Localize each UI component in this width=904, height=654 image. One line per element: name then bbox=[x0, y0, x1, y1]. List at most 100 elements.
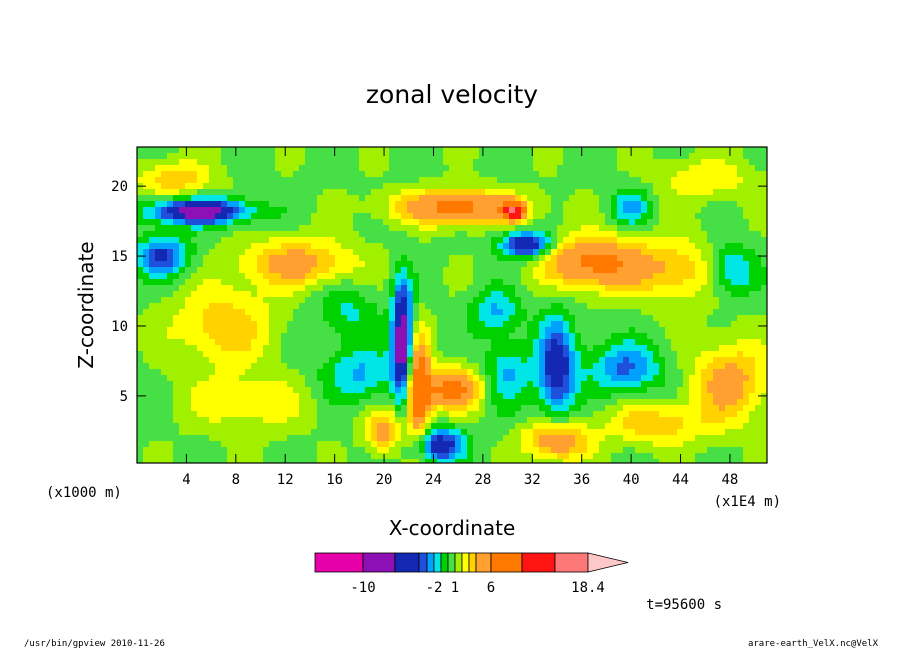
field-cell bbox=[605, 333, 612, 340]
field-cell bbox=[437, 261, 444, 268]
field-cell bbox=[515, 165, 522, 172]
field-cell bbox=[575, 423, 582, 430]
field-cell bbox=[167, 369, 174, 376]
field-cell bbox=[521, 237, 528, 244]
field-cell bbox=[257, 387, 264, 394]
field-cell bbox=[497, 351, 504, 358]
field-cell bbox=[233, 429, 240, 436]
field-cell bbox=[461, 303, 468, 310]
field-cell bbox=[383, 279, 390, 286]
field-cell bbox=[539, 339, 546, 346]
field-cell bbox=[503, 321, 510, 328]
field-cell bbox=[593, 189, 600, 196]
field-cell bbox=[293, 339, 300, 346]
field-cell bbox=[317, 219, 324, 226]
field-cell bbox=[605, 183, 612, 190]
field-cell bbox=[521, 291, 528, 298]
field-cell bbox=[713, 237, 720, 244]
field-cell bbox=[401, 351, 408, 358]
field-cell bbox=[401, 387, 408, 394]
field-cell bbox=[695, 153, 702, 160]
field-cell bbox=[137, 369, 144, 376]
field-cell bbox=[647, 309, 654, 316]
field-cell bbox=[371, 207, 378, 214]
field-cell bbox=[221, 261, 228, 268]
field-cell bbox=[587, 255, 594, 262]
field-cell bbox=[149, 153, 156, 160]
field-cell bbox=[281, 153, 288, 160]
field-cell bbox=[443, 189, 450, 196]
field-cell bbox=[533, 273, 540, 280]
field-cell bbox=[689, 243, 696, 250]
field-cell bbox=[227, 237, 234, 244]
field-cell bbox=[383, 249, 390, 256]
field-cell bbox=[269, 327, 276, 334]
field-cell bbox=[533, 207, 540, 214]
field-cell bbox=[503, 177, 510, 184]
field-cell bbox=[611, 165, 618, 172]
field-cell bbox=[371, 165, 378, 172]
field-cell bbox=[353, 309, 360, 316]
field-cell bbox=[347, 171, 354, 178]
field-cell bbox=[539, 159, 546, 166]
field-cell bbox=[617, 411, 624, 418]
field-cell bbox=[617, 399, 624, 406]
field-cell bbox=[599, 201, 606, 208]
field-cell bbox=[371, 201, 378, 208]
field-cell bbox=[377, 147, 384, 154]
field-cell bbox=[731, 345, 738, 352]
field-cell bbox=[491, 309, 498, 316]
field-cell bbox=[365, 285, 372, 292]
field-cell bbox=[755, 159, 762, 166]
field-cell bbox=[377, 399, 384, 406]
field-cell bbox=[695, 255, 702, 262]
field-cell bbox=[593, 165, 600, 172]
field-cell bbox=[281, 237, 288, 244]
field-cell bbox=[293, 177, 300, 184]
field-cell bbox=[671, 291, 678, 298]
field-cell bbox=[545, 249, 552, 256]
field-cell bbox=[497, 195, 504, 202]
field-cell bbox=[371, 345, 378, 352]
field-cell bbox=[647, 213, 654, 220]
field-cell bbox=[215, 381, 222, 388]
field-cell bbox=[521, 339, 528, 346]
field-cell bbox=[347, 213, 354, 220]
field-cell bbox=[287, 405, 294, 412]
field-cell bbox=[653, 171, 660, 178]
field-cell bbox=[191, 291, 198, 298]
field-cell bbox=[749, 189, 756, 196]
field-cell bbox=[629, 321, 636, 328]
field-cell bbox=[737, 207, 744, 214]
field-cell bbox=[569, 159, 576, 166]
field-cell bbox=[575, 231, 582, 238]
field-cell bbox=[647, 381, 654, 388]
field-cell bbox=[461, 219, 468, 226]
field-cell bbox=[437, 399, 444, 406]
field-cell bbox=[329, 279, 336, 286]
field-cell bbox=[305, 327, 312, 334]
field-cell bbox=[413, 363, 420, 370]
field-cell bbox=[683, 381, 690, 388]
field-cell bbox=[431, 285, 438, 292]
field-cell bbox=[149, 189, 156, 196]
field-cell bbox=[263, 207, 270, 214]
field-cell bbox=[407, 321, 414, 328]
field-cell bbox=[425, 369, 432, 376]
field-cell bbox=[731, 417, 738, 424]
field-cell bbox=[323, 219, 330, 226]
field-cell bbox=[329, 195, 336, 202]
field-cell bbox=[593, 225, 600, 232]
field-cell bbox=[557, 351, 564, 358]
field-cell bbox=[251, 351, 258, 358]
field-cell bbox=[467, 423, 474, 430]
field-cell bbox=[317, 153, 324, 160]
field-cell bbox=[323, 255, 330, 262]
field-cell bbox=[659, 333, 666, 340]
field-cell bbox=[575, 147, 582, 154]
field-cell bbox=[161, 261, 168, 268]
field-cell bbox=[707, 375, 714, 382]
field-cell bbox=[263, 249, 270, 256]
field-cell bbox=[203, 147, 210, 154]
field-cell bbox=[221, 381, 228, 388]
